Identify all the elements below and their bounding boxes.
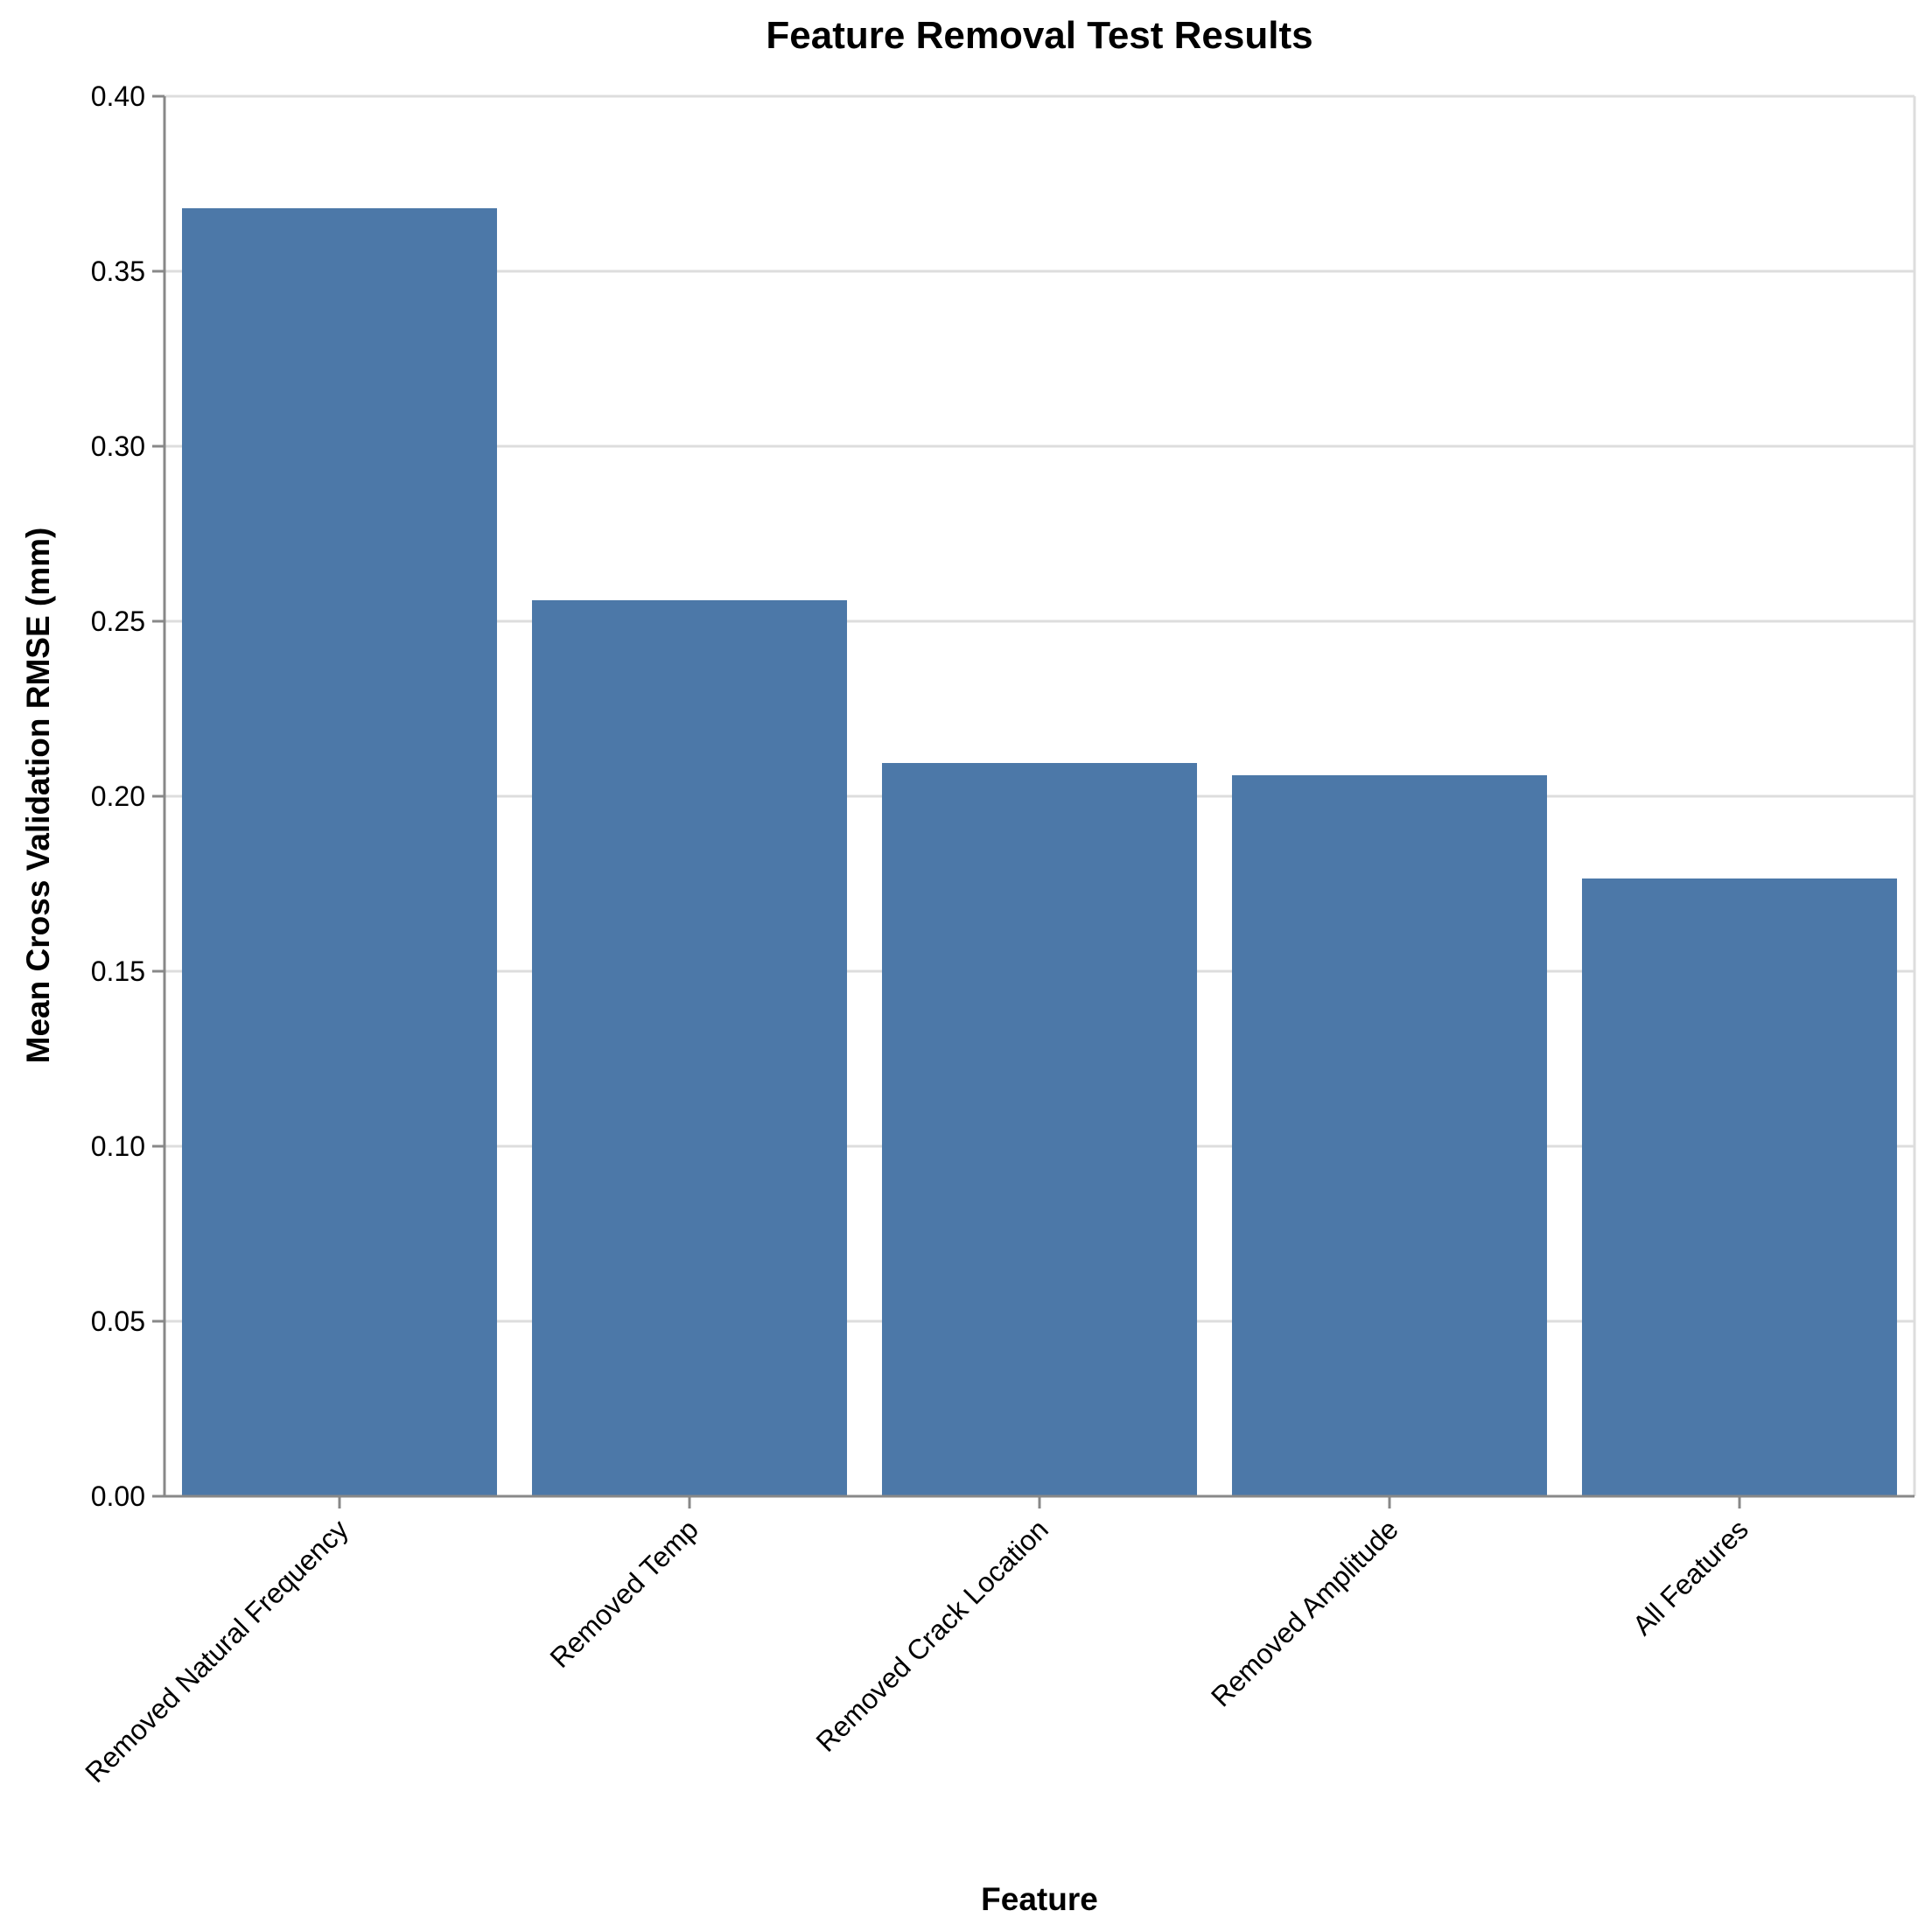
bar[interactable] [182, 208, 497, 1496]
y-axis-title: Mean Cross Validation RMSE (mm) [20, 528, 56, 1064]
x-tick-label: Removed Temp [543, 1513, 704, 1674]
bar[interactable] [882, 763, 1197, 1496]
bars [182, 208, 1897, 1496]
y-tick-label: 0.25 [91, 606, 145, 637]
x-tick-label: Removed Natural Frequency [79, 1513, 354, 1788]
x-tick-label: Removed Crack Location [809, 1513, 1054, 1758]
bar[interactable] [1582, 878, 1897, 1496]
x-tick-label: Removed Amplitude [1205, 1513, 1404, 1712]
y-axis: 0.00 0.05 0.10 0.15 0.20 0.25 0.30 0.35 0.40 [91, 80, 166, 1512]
y-tick-label: 0.40 [91, 80, 145, 112]
y-tick-label: 0.10 [91, 1130, 145, 1162]
chart-title: Feature Removal Test Results [766, 14, 1312, 57]
bar[interactable] [1232, 775, 1547, 1496]
bar[interactable] [532, 600, 847, 1496]
y-tick-label: 0.20 [91, 780, 145, 812]
x-axis: Removed Natural Frequency Removed Temp Rem… [79, 1494, 1914, 1788]
y-tick-label: 0.00 [91, 1480, 145, 1512]
y-tick-label: 0.30 [91, 430, 145, 462]
y-tick-label: 0.05 [91, 1306, 145, 1337]
x-tick-label: All Features [1627, 1513, 1754, 1641]
y-tick-label: 0.15 [91, 956, 145, 987]
x-axis-title: Feature [981, 1881, 1098, 1917]
y-tick-label: 0.35 [91, 256, 145, 287]
